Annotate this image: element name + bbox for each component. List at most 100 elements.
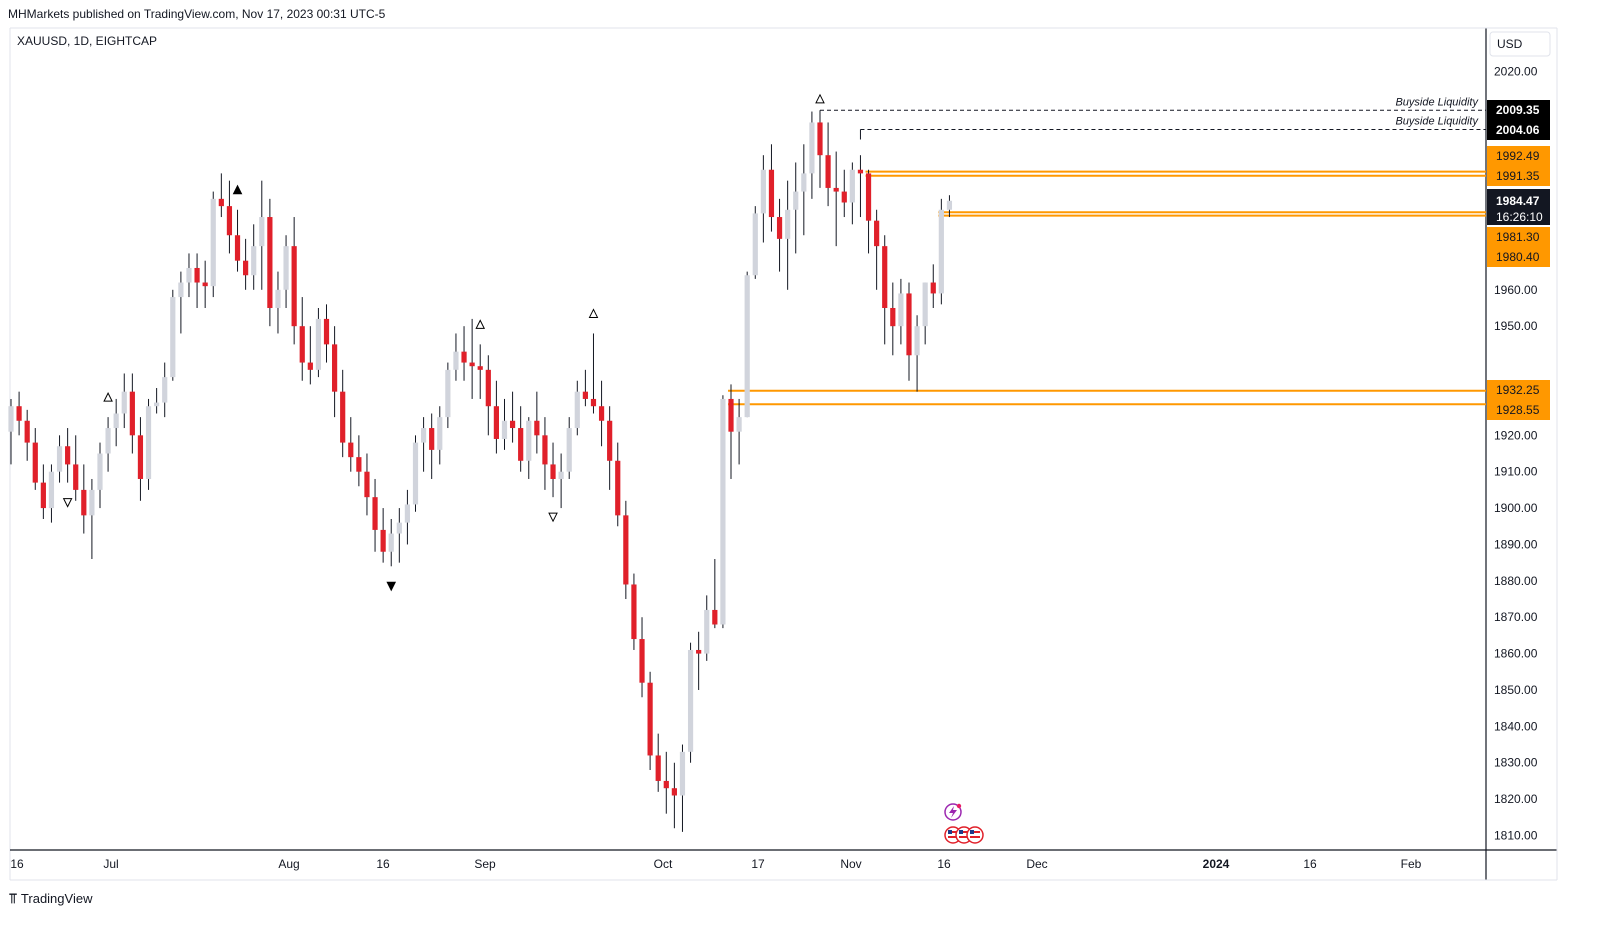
us-flag-stripe — [970, 836, 980, 838]
price-label-box — [1487, 100, 1550, 120]
candle-bear — [65, 446, 71, 465]
candle-bear — [615, 460, 621, 516]
candle-bull — [809, 122, 815, 174]
current-price-box — [1487, 189, 1550, 225]
candle-bear — [16, 406, 22, 421]
time-tick-label: Dec — [1026, 857, 1047, 871]
candles — [8, 111, 953, 832]
candle-bull — [922, 282, 928, 327]
candle-bull — [186, 267, 192, 283]
us-flag-canton — [948, 830, 952, 834]
swing-markers — [62, 93, 825, 592]
candle-bull — [412, 442, 419, 505]
candle-bear — [817, 122, 823, 156]
countdown-label: 16:26:10 — [1496, 210, 1543, 224]
price-label-box — [1487, 120, 1550, 140]
candle-bear — [509, 420, 516, 429]
price-tick-label: 1880.00 — [1494, 574, 1538, 588]
candle-bull — [97, 453, 103, 490]
candle-bear — [340, 391, 346, 443]
candle-bear — [226, 206, 233, 236]
candle-bear — [696, 649, 702, 654]
swing-low-marker — [548, 512, 558, 523]
candle-bear — [32, 442, 38, 483]
candle-bear — [776, 217, 783, 239]
price-tick-label: 1920.00 — [1494, 428, 1538, 442]
price-label-box — [1487, 227, 1550, 247]
candle-bull — [501, 420, 508, 439]
candle-bull — [793, 191, 799, 210]
price-tick-label: 1900.00 — [1494, 501, 1538, 515]
candle-bull — [396, 522, 402, 534]
candle-bear — [930, 282, 936, 294]
candle-bear — [81, 489, 87, 516]
time-tick-label: Feb — [1401, 857, 1422, 871]
us-flag-stripe — [959, 831, 969, 833]
candle-bull — [210, 198, 216, 287]
price-tick-label: 1870.00 — [1494, 610, 1538, 624]
candle-bull — [849, 169, 855, 203]
price-label: 1992.49 — [1496, 149, 1540, 163]
candle-bear — [906, 293, 912, 356]
price-label-box — [1487, 380, 1550, 400]
price-tick-label: 1850.00 — [1494, 683, 1538, 697]
candle-bull — [898, 293, 904, 327]
time-axis[interactable]: 16 Jul Aug 16 Sep Oct 17 Nov 16 Dec 2024 16 Feb — [10, 857, 1421, 871]
candle-bull — [938, 209, 944, 294]
lightning-dot — [956, 803, 962, 809]
price-label: 1928.55 — [1496, 403, 1540, 417]
footer-brand-label: TradingView — [20, 891, 93, 906]
candle-bull — [574, 391, 580, 429]
price-label: 1932.25 — [1496, 383, 1540, 397]
us-flag-stripe — [948, 831, 958, 833]
time-tick-label: 17 — [751, 857, 765, 871]
candle-bull — [420, 428, 427, 443]
symbol-label[interactable]: XAUUSD, 1D, EIGHTCAP — [17, 34, 157, 48]
candle-bull — [154, 402, 160, 407]
candle-bear — [841, 191, 847, 203]
candle-bull — [404, 504, 411, 523]
candle-bear — [857, 169, 864, 174]
candle-bear — [73, 464, 79, 490]
price-label: 1980.40 — [1496, 250, 1540, 264]
candle-bull — [105, 428, 111, 454]
candle-bear — [712, 609, 718, 625]
swing-low-marker — [386, 581, 397, 592]
candle-bear — [647, 682, 653, 756]
currency-label: USD — [1497, 37, 1523, 51]
us-flag-event-icon — [944, 826, 984, 844]
candle-bear — [323, 318, 330, 345]
candle-bear — [307, 362, 313, 370]
candle-bear — [833, 187, 839, 192]
liquidity-label: Buyside Liquidity — [1395, 116, 1479, 128]
footer-brand[interactable]: ⫪ TradingView — [9, 890, 92, 907]
price-label-box — [1487, 247, 1550, 267]
candle-bear — [671, 788, 677, 796]
candle-bull — [558, 471, 564, 479]
candle-bull — [178, 282, 184, 298]
candle-bull — [744, 275, 750, 418]
candle-bear — [234, 235, 241, 261]
candle-bull — [445, 369, 451, 418]
candle-bear — [663, 780, 669, 789]
price-tick-label: 1830.00 — [1494, 756, 1538, 770]
candle-bear — [137, 435, 144, 479]
candle-bull — [275, 289, 281, 308]
time-tick-label: Sep — [474, 857, 496, 871]
time-tick-label: 16 — [376, 857, 390, 871]
event-icons[interactable] — [944, 803, 984, 844]
candle-bull — [752, 213, 758, 276]
candle-bear — [24, 420, 30, 443]
candle-bull — [566, 428, 572, 472]
candle-bear — [299, 326, 305, 363]
price-tick-label: 1820.00 — [1494, 792, 1538, 806]
candle-bear — [429, 428, 435, 450]
price-axis[interactable]: USD 1810.00 1820.00 1830.00 1840.00 1850.00 18… — [1489, 31, 1551, 843]
candle-bear — [356, 457, 362, 472]
swing-high-marker — [103, 392, 113, 402]
us-flag-stripe — [959, 836, 969, 838]
candle-bull — [315, 318, 322, 370]
candle-bear — [372, 497, 378, 530]
candle-bear — [728, 398, 734, 432]
